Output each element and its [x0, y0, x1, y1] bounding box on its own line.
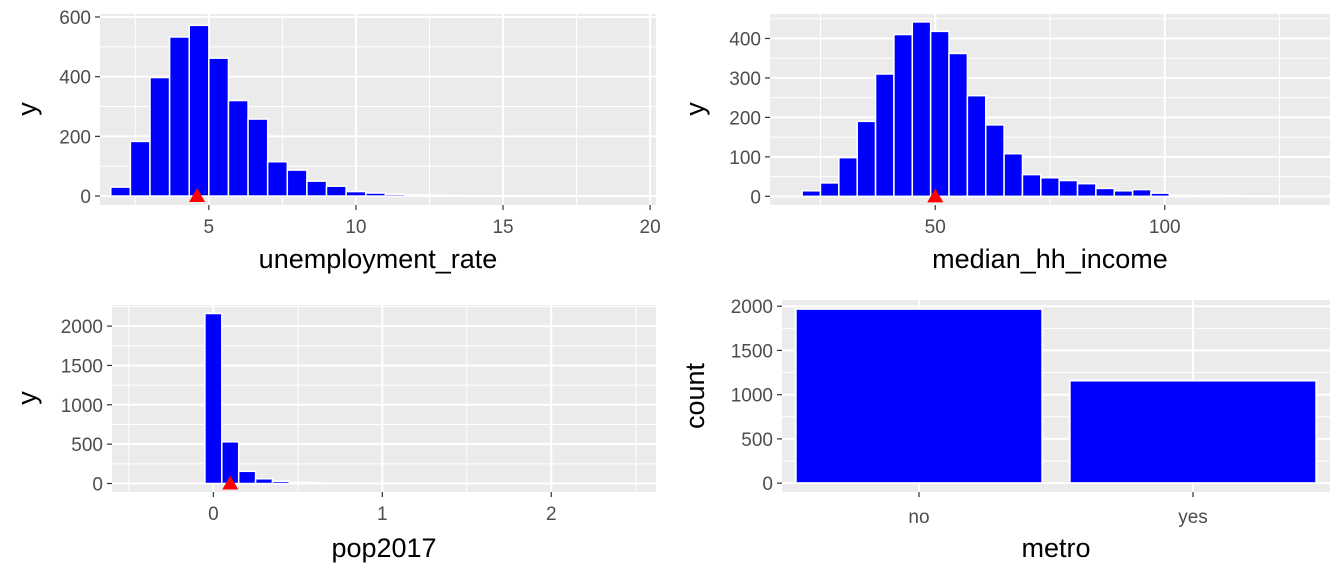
- x-axis-label: median_hh_income: [932, 244, 1168, 274]
- histogram-bar: [188, 24, 210, 197]
- chart-panel-2: 0 100 200 300 400 50 100 median_hh_income y: [680, 14, 1330, 274]
- x-tick-label: 1: [377, 504, 388, 525]
- histogram-bar: [929, 30, 950, 198]
- y-tick-label: 300: [729, 69, 761, 90]
- y-tick-label: 100: [729, 148, 761, 169]
- y-tick-label: 0: [762, 474, 773, 495]
- y-tick-label: 2000: [61, 317, 103, 338]
- histogram-bar: [1076, 182, 1097, 198]
- histogram-bar: [271, 480, 291, 485]
- y-axis-label: count: [680, 362, 710, 429]
- y-tick-label: 1500: [731, 341, 773, 362]
- histogram-bar: [801, 190, 822, 198]
- y-tick-label: 200: [729, 108, 761, 129]
- x-axis-label: metro: [1021, 533, 1090, 563]
- histogram-bar: [948, 52, 969, 198]
- histogram-bar: [384, 193, 406, 197]
- y-axis-label: y: [12, 102, 42, 116]
- histogram-bar: [893, 33, 914, 198]
- y-axis-label: y: [12, 391, 42, 405]
- y-tick-label: 200: [59, 127, 91, 148]
- histogram-bar: [345, 190, 367, 197]
- histogram-bar: [237, 470, 257, 485]
- histogram-bar: [984, 124, 1005, 198]
- histogram-bar: [1168, 194, 1189, 198]
- histogram-bar: [286, 169, 308, 197]
- chart-panel-4: 0 500 1000 1500 2000 no yes metro count: [680, 297, 1330, 563]
- x-axis-label: unemployment_rate: [259, 244, 498, 274]
- y-tick-label: 400: [59, 68, 91, 89]
- x-tick-label: 5: [204, 217, 215, 238]
- histogram-bar: [254, 478, 274, 485]
- histogram-bar: [911, 21, 932, 198]
- y-tick-label: 400: [729, 29, 761, 50]
- histogram-bar: [404, 194, 426, 197]
- panel-background: [112, 305, 656, 492]
- histogram-bar: [1131, 188, 1152, 198]
- histogram-bar: [1205, 194, 1226, 198]
- y-tick-label: 600: [59, 8, 91, 29]
- x-tick-label: 10: [345, 217, 366, 238]
- mean-marker-triangle: [189, 188, 206, 203]
- histogram-bar: [325, 185, 347, 197]
- x-tick-label: 0: [208, 504, 219, 525]
- histogram-bar: [204, 312, 223, 485]
- y-tick-label: 1000: [731, 386, 773, 407]
- histogram-bar: [208, 57, 230, 197]
- y-tick-label: 1000: [61, 396, 103, 417]
- chart-panel-1: 0 200 400 600 5 10 15 20 unemployment_rate y: [12, 8, 661, 274]
- histogram-bar: [443, 194, 465, 197]
- y-tick-label: 500: [741, 430, 773, 451]
- y-tick-label: 0: [92, 475, 103, 496]
- bar-yes: [1068, 379, 1318, 485]
- histogram-bar: [838, 156, 858, 198]
- histogram-bar: [266, 160, 289, 197]
- y-tick-label: 0: [80, 187, 91, 208]
- histogram-bar: [305, 481, 324, 485]
- histogram-bar: [1186, 194, 1207, 198]
- histogram-bar: [288, 481, 308, 485]
- x-tick-label: 2: [546, 504, 557, 525]
- mean-marker-triangle: [222, 475, 239, 490]
- histogram-bar: [1223, 194, 1244, 198]
- histogram-bar: [1003, 152, 1024, 198]
- y-tick-label: 0: [750, 187, 761, 208]
- histogram-bar: [1095, 187, 1116, 198]
- x-tick-label: 100: [1149, 217, 1181, 238]
- histogram-bar: [1150, 192, 1171, 198]
- histogram-bar: [306, 180, 328, 197]
- histogram-bar: [129, 140, 151, 197]
- histogram-bar: [168, 36, 190, 197]
- x-tick-label: no: [908, 507, 929, 528]
- x-tick-label: yes: [1178, 507, 1208, 528]
- x-tick-label: 20: [640, 217, 661, 238]
- histogram-bar: [322, 482, 341, 485]
- y-axis-label: y: [680, 102, 710, 116]
- x-tick-label: 15: [492, 217, 513, 238]
- x-tick-label: 50: [925, 217, 946, 238]
- histogram-bar: [423, 194, 445, 197]
- histogram-bar: [364, 192, 387, 197]
- y-tick-label: 500: [71, 435, 103, 456]
- histogram-bar: [110, 186, 132, 197]
- histogram-bar: [1058, 179, 1079, 198]
- histogram-bar: [149, 76, 171, 197]
- histogram-bar: [1040, 177, 1060, 198]
- y-tick-label: 1500: [61, 356, 103, 377]
- mean-marker-triangle: [927, 188, 944, 203]
- bar-no: [794, 307, 1044, 485]
- x-axis-label: pop2017: [331, 533, 436, 563]
- histogram-bar: [227, 99, 249, 197]
- histogram-bar: [856, 120, 877, 198]
- chart-panel-3: 0 500 1000 1500 2000 0 1 2 pop2017 y: [12, 305, 656, 563]
- y-tick-label: 2000: [731, 297, 773, 318]
- histogram-bar: [247, 118, 269, 197]
- histogram-bar: [966, 94, 987, 198]
- histogram-bar: [819, 182, 840, 198]
- histogram-bar: [1021, 173, 1042, 198]
- histogram-bar: [1113, 190, 1134, 198]
- histogram-bar: [874, 73, 895, 198]
